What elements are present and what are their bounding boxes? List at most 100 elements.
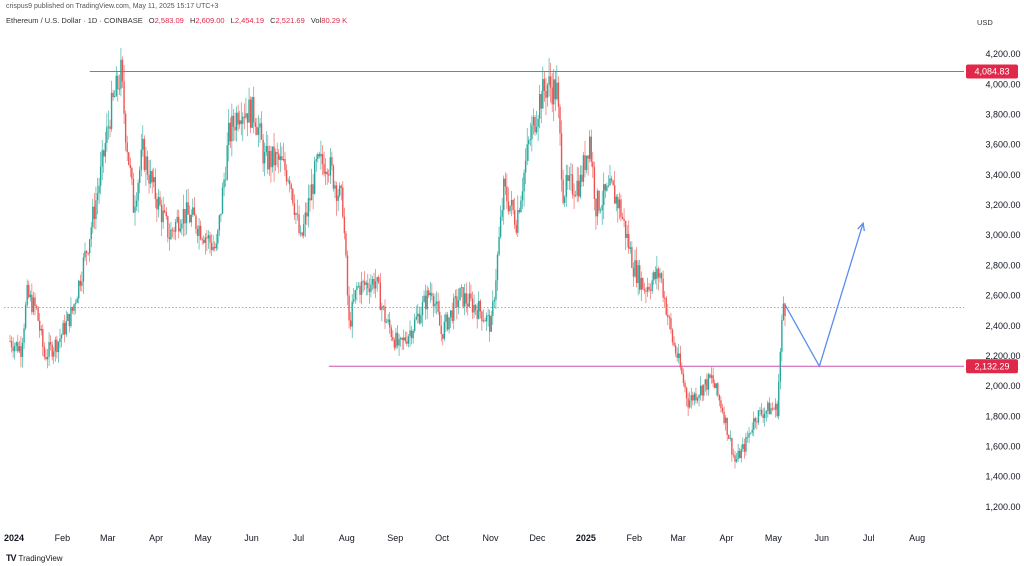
candle-body <box>482 320 485 322</box>
candle-body <box>307 198 310 217</box>
candle-body <box>76 298 78 304</box>
candle-body <box>274 152 277 166</box>
ohlc-volume-key: Vol <box>310 16 322 25</box>
candle-body <box>562 179 564 203</box>
horizontal-levels <box>4 71 964 367</box>
candle-body <box>390 327 392 337</box>
candle-body <box>265 145 267 153</box>
candle-body <box>453 297 455 321</box>
x-tick-label: Nov <box>483 533 500 543</box>
candle-body <box>696 397 699 401</box>
candle-body <box>206 237 208 239</box>
candle-body <box>579 174 582 197</box>
candle-body <box>268 151 271 170</box>
candle-body <box>665 297 667 315</box>
y-tick-label: 3,400.00 <box>985 170 1020 180</box>
candle-body <box>770 408 772 415</box>
candle-body <box>88 239 91 254</box>
candle-body <box>162 210 164 223</box>
candle-body <box>742 444 744 449</box>
candle-body <box>496 254 499 281</box>
candle-body <box>345 233 347 256</box>
candle-body <box>78 280 80 299</box>
candle-body <box>334 185 336 189</box>
candle-body <box>717 383 719 396</box>
candle-body <box>196 228 199 236</box>
candle-body <box>26 284 28 306</box>
candle-body <box>124 113 127 143</box>
candle-body <box>285 170 288 182</box>
candle-body <box>51 344 53 357</box>
candle-body <box>128 152 130 165</box>
candle-body <box>362 281 364 283</box>
candle-body <box>601 205 603 211</box>
candle-body <box>549 76 552 88</box>
candle-body <box>299 232 302 234</box>
candle-body <box>332 165 335 189</box>
candle-body <box>99 166 102 186</box>
candle-body <box>753 418 755 430</box>
candle-body <box>748 433 750 438</box>
x-tick-label: 2024 <box>4 533 24 543</box>
candle-body <box>246 113 249 123</box>
y-tick-label: 1,200.00 <box>985 502 1020 512</box>
candle-body <box>546 84 549 98</box>
candle-body <box>84 251 86 258</box>
candle-body <box>413 319 416 331</box>
tradingview-logo[interactable]: TV TradingView <box>6 553 63 563</box>
x-tick-label: May <box>195 533 213 543</box>
candle-body <box>106 126 108 144</box>
candle-body <box>673 342 675 346</box>
candle-body <box>324 171 327 174</box>
candle-body <box>165 212 167 217</box>
candle-body <box>551 87 553 105</box>
candlestick-series <box>9 48 786 469</box>
candle-body <box>49 342 52 345</box>
candle-body <box>35 305 38 308</box>
candle-body <box>229 122 232 142</box>
candle-body <box>295 213 297 215</box>
candle-body <box>13 345 16 352</box>
candle-body <box>681 367 683 374</box>
candle-body <box>317 154 319 159</box>
candle-body <box>470 293 472 299</box>
candle-body <box>618 199 621 209</box>
candle-body <box>676 353 678 358</box>
candle-body <box>284 158 286 171</box>
candle-body <box>731 438 733 455</box>
candle-body <box>293 203 296 215</box>
candle-body <box>529 139 532 141</box>
candle-body <box>70 307 72 327</box>
tradingview-logo-icon: TV <box>6 553 16 563</box>
candle-body <box>68 313 71 327</box>
candle-body <box>118 88 121 90</box>
candle-body <box>32 297 35 313</box>
candle-body <box>404 337 407 342</box>
candle-body <box>520 200 522 212</box>
candle-body <box>242 116 244 124</box>
candle-body <box>174 222 177 232</box>
candle-body <box>337 195 339 201</box>
candle-body <box>506 186 508 202</box>
candle-body <box>578 180 580 197</box>
candle-body <box>153 177 155 183</box>
candle-body <box>303 224 305 236</box>
candle-body <box>437 301 439 312</box>
candle-body <box>74 303 77 305</box>
candle-body <box>723 411 725 423</box>
y-tick-label: 3,000.00 <box>985 230 1020 240</box>
candle-body <box>170 229 172 240</box>
candle-body <box>326 171 328 175</box>
candle-body <box>495 280 497 300</box>
candle-body <box>376 277 378 282</box>
candle-body <box>759 409 761 411</box>
candle-body <box>92 206 94 228</box>
candle-body <box>574 195 577 197</box>
candle-body <box>96 193 99 201</box>
candle-body <box>373 278 375 289</box>
candle-body <box>537 118 539 127</box>
candle-body <box>576 180 578 196</box>
candle-body <box>532 116 535 126</box>
candle-body <box>593 167 596 199</box>
